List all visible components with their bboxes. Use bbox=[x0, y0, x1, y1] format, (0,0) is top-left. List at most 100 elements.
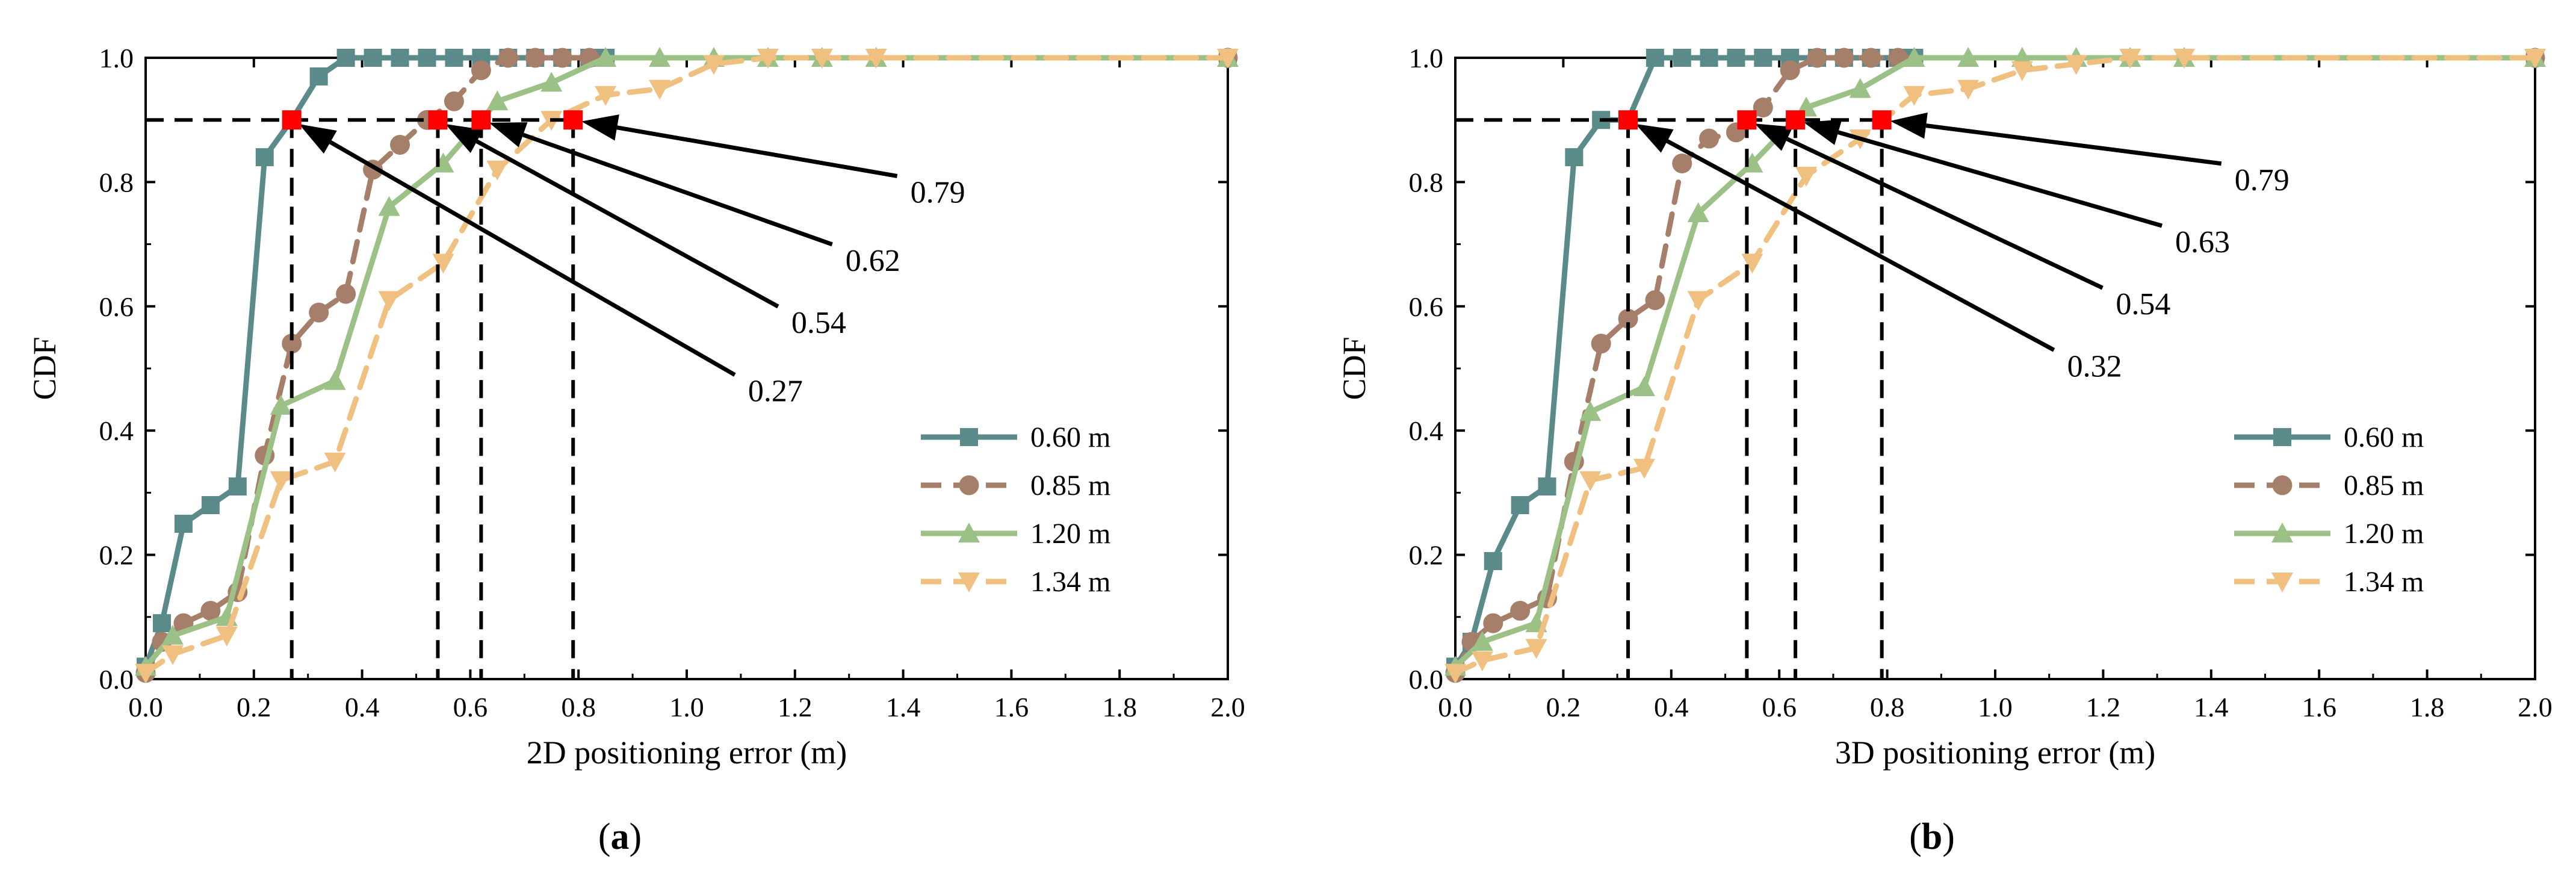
legend-label: 0.85 m bbox=[2344, 470, 2424, 502]
annotation-arrow-head bbox=[489, 122, 528, 148]
panel-caption: (b) bbox=[1909, 816, 1955, 857]
data-point bbox=[1700, 49, 1718, 67]
data-point bbox=[336, 284, 356, 304]
x-tick-label: 1.6 bbox=[994, 692, 1029, 722]
legend-label: 0.85 m bbox=[1030, 470, 1110, 502]
x-tick-label: 1.6 bbox=[2302, 692, 2336, 722]
data-point bbox=[152, 614, 171, 633]
x-axis-title: 2D positioning error (m) bbox=[527, 734, 847, 771]
data-point bbox=[1579, 471, 1602, 491]
data-point bbox=[1753, 98, 1773, 118]
x-axis-title: 3D positioning error (m) bbox=[1835, 734, 2155, 771]
data-point bbox=[1780, 60, 1800, 81]
x-tick-label: 1.4 bbox=[886, 692, 921, 722]
annotation-arrow-shaft bbox=[616, 125, 898, 178]
data-point bbox=[445, 49, 463, 67]
annotation-label: 0.27 bbox=[748, 374, 803, 409]
caption-close: ) bbox=[630, 816, 642, 857]
data-point bbox=[1510, 600, 1531, 621]
data-point bbox=[1957, 47, 1980, 67]
legend-marker bbox=[2272, 475, 2293, 495]
data-point bbox=[444, 91, 464, 111]
data-point bbox=[1525, 639, 1547, 659]
x-tick-label: 0.4 bbox=[1654, 692, 1689, 722]
panel-a: 0.0 0.2 0.4 0.6 0.8 1.0 1.2 1.4 1.6 1.8 2.0 0.0 0.2 0… bbox=[26, 43, 1245, 857]
data-point bbox=[1672, 153, 1692, 173]
annotation-arrow-shaft bbox=[1786, 137, 2104, 290]
annotation-label: 0.54 bbox=[791, 306, 846, 340]
x-tick-label: 0.6 bbox=[1762, 692, 1797, 722]
annotation-arrow-head bbox=[299, 124, 337, 154]
annotation-label: 0.62 bbox=[846, 244, 900, 278]
caption-close: ) bbox=[1942, 816, 1955, 857]
data-point bbox=[1754, 49, 1773, 67]
annotation-label: 0.54 bbox=[2116, 287, 2170, 321]
y-tick-label: 1.0 bbox=[99, 43, 134, 73]
data-point bbox=[1807, 48, 1827, 68]
x-tick-label: 0.8 bbox=[561, 692, 596, 722]
annotation-label: 0.79 bbox=[911, 175, 965, 210]
annotation-arrow-shaft bbox=[1925, 123, 2222, 166]
data-point bbox=[1834, 48, 1854, 68]
annotation-label: 0.63 bbox=[2175, 225, 2230, 259]
data-point bbox=[865, 49, 887, 69]
data-point bbox=[1484, 551, 1502, 570]
highlight-marker bbox=[471, 110, 491, 130]
annotation-arrow-shaft bbox=[329, 140, 736, 377]
data-point bbox=[1861, 48, 1881, 68]
data-point bbox=[811, 49, 833, 69]
y-tick-label: 1.0 bbox=[1409, 43, 1444, 73]
data-point bbox=[552, 48, 572, 68]
series-line bbox=[143, 55, 1231, 676]
data-point bbox=[432, 253, 454, 274]
data-point bbox=[1633, 376, 1655, 396]
data-point bbox=[498, 48, 518, 68]
annotation-arrow-head bbox=[1635, 123, 1674, 153]
data-point bbox=[2011, 61, 2033, 81]
legend-marker bbox=[2271, 573, 2293, 592]
data-point bbox=[364, 49, 382, 67]
annotation-arrow-head bbox=[1754, 123, 1793, 151]
highlight-marker bbox=[282, 110, 302, 130]
data-point bbox=[1903, 85, 1925, 106]
y-tick-label: 0.8 bbox=[1409, 167, 1444, 197]
data-point bbox=[471, 60, 491, 81]
highlight-marker bbox=[563, 110, 583, 130]
data-point bbox=[1795, 167, 1818, 187]
x-tick-label: 1.4 bbox=[2194, 692, 2229, 722]
data-point bbox=[595, 47, 617, 67]
y-tick-label: 0.2 bbox=[1409, 540, 1444, 571]
legend-marker bbox=[960, 428, 978, 446]
data-point bbox=[1565, 148, 1584, 167]
data-point bbox=[1849, 78, 1871, 98]
data-point bbox=[1727, 49, 1745, 67]
data-point bbox=[1687, 291, 1709, 311]
legend-label: 0.60 m bbox=[1030, 421, 1110, 453]
highlight-marker bbox=[1872, 110, 1892, 130]
data-point bbox=[161, 645, 184, 665]
data-point bbox=[486, 90, 509, 111]
data-point bbox=[215, 626, 238, 647]
data-point bbox=[309, 302, 329, 323]
legend: 0.60 m 0.85 m 1.20 m 1.34 m bbox=[921, 421, 1110, 598]
data-point bbox=[1903, 47, 1925, 67]
data-point bbox=[1511, 496, 1529, 515]
series-line bbox=[1452, 55, 2538, 669]
x-tick-label: 0.0 bbox=[1438, 692, 1473, 722]
data-point bbox=[540, 72, 563, 92]
data-point bbox=[255, 148, 274, 167]
legend: 0.60 m 0.85 m 1.20 m 1.34 m bbox=[2234, 421, 2424, 598]
data-point bbox=[1741, 253, 1763, 274]
panel-b: 0.0 0.2 0.4 0.6 0.8 1.0 1.2 1.4 1.6 1.8 2.0 0.0 0.2 0… bbox=[1336, 43, 2553, 857]
y-tick-label: 0.0 bbox=[99, 664, 134, 695]
data-point bbox=[200, 600, 221, 621]
caption-letter: a bbox=[611, 816, 630, 857]
data-point bbox=[1579, 401, 1602, 421]
data-point bbox=[1741, 152, 1763, 173]
data-point bbox=[336, 49, 355, 67]
y-axis-title: CDF bbox=[26, 337, 63, 400]
annotation-arrow-head bbox=[581, 114, 619, 141]
legend-label: 1.34 m bbox=[1030, 566, 1110, 598]
caption-open: ( bbox=[598, 816, 611, 857]
data-point bbox=[1699, 128, 1720, 149]
